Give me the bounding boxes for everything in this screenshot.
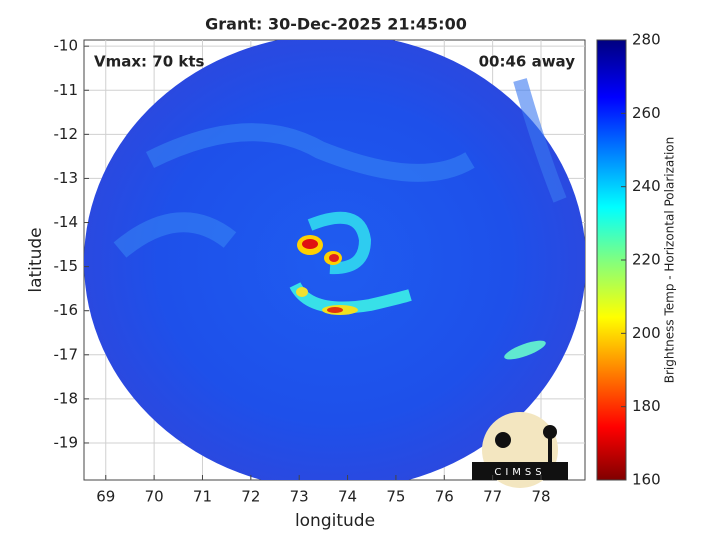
y-tick-label: -11 [54, 81, 79, 99]
x-tick-label: 69 [96, 488, 115, 506]
x-tick-label: 78 [531, 488, 550, 506]
y-tick-label: -15 [54, 257, 79, 275]
x-tick-label: 73 [290, 488, 309, 506]
x-tick-label: 70 [145, 488, 164, 506]
annotation: Vmax: 70 kts [94, 53, 204, 71]
y-tick-label: -14 [54, 213, 79, 231]
y-tick-label: -12 [54, 125, 79, 143]
y-tick-label: -17 [54, 345, 79, 363]
y-tick-label: -16 [54, 301, 79, 319]
colorbar-tick-label: 200 [632, 324, 661, 342]
x-tick-label: 75 [386, 488, 405, 506]
y-axis-label: latitude [26, 227, 46, 292]
colorbar-tick-label: 160 [632, 471, 661, 489]
x-tick-label: 72 [241, 488, 260, 506]
colorbar-tick-label: 280 [632, 31, 661, 49]
y-tick-label: -18 [54, 389, 79, 407]
y-tick-label: -19 [54, 433, 79, 451]
colorbar-tick-label: 240 [632, 177, 661, 195]
y-tick-label: -13 [54, 169, 79, 187]
x-tick-label: 74 [338, 488, 357, 506]
colorbar-label: Brightness Temp - Horizontal Polarizatio… [663, 137, 677, 384]
logo-text: CIMSS [494, 467, 545, 478]
swath [84, 40, 585, 480]
x-tick-label: 77 [483, 488, 502, 506]
colorbar-tick-label: 260 [632, 104, 661, 122]
x-axis-label: longitude [295, 511, 375, 531]
annotation: 00:46 away [479, 53, 576, 71]
logo: CIMSS [472, 412, 568, 488]
colorbar-tick-label: 180 [632, 397, 661, 415]
x-tick-label: 71 [193, 488, 212, 506]
x-tick-label: 76 [435, 488, 454, 506]
y-tick-label: -10 [54, 37, 79, 55]
chart-title: Grant: 30-Dec-2025 21:45:00 [205, 15, 467, 34]
colorbar-tick-label: 220 [632, 251, 661, 269]
